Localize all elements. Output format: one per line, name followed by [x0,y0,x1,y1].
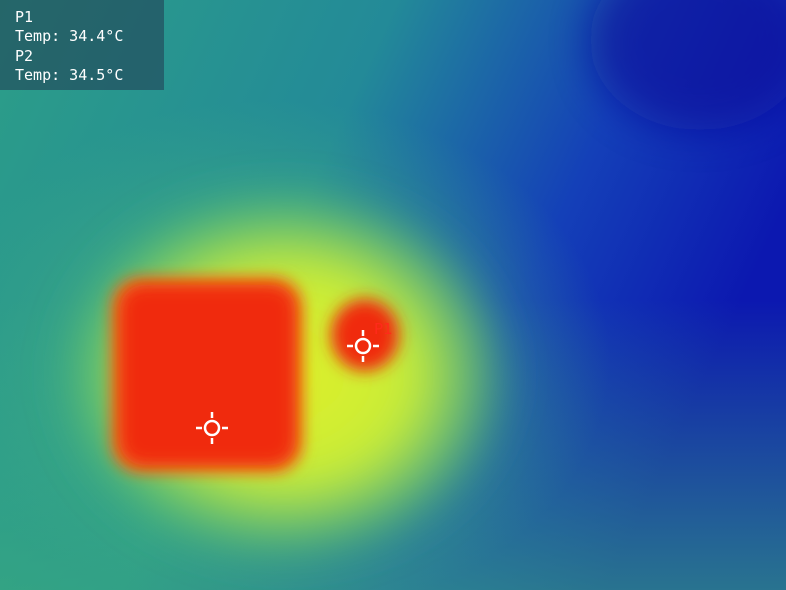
hot-area [120,285,295,465]
marker-label: P1 [374,320,393,338]
hot-spot [331,299,399,371]
readout-label: P1 [15,8,33,26]
crosshair [196,412,228,444]
readout-temp: Temp: 34.5°C [15,66,123,84]
cold-spot [590,0,786,130]
readout-temp: Temp: 34.4°C [15,27,123,45]
crosshair [347,330,379,362]
readout-label: P2 [15,47,33,65]
readout-panel [0,0,164,90]
